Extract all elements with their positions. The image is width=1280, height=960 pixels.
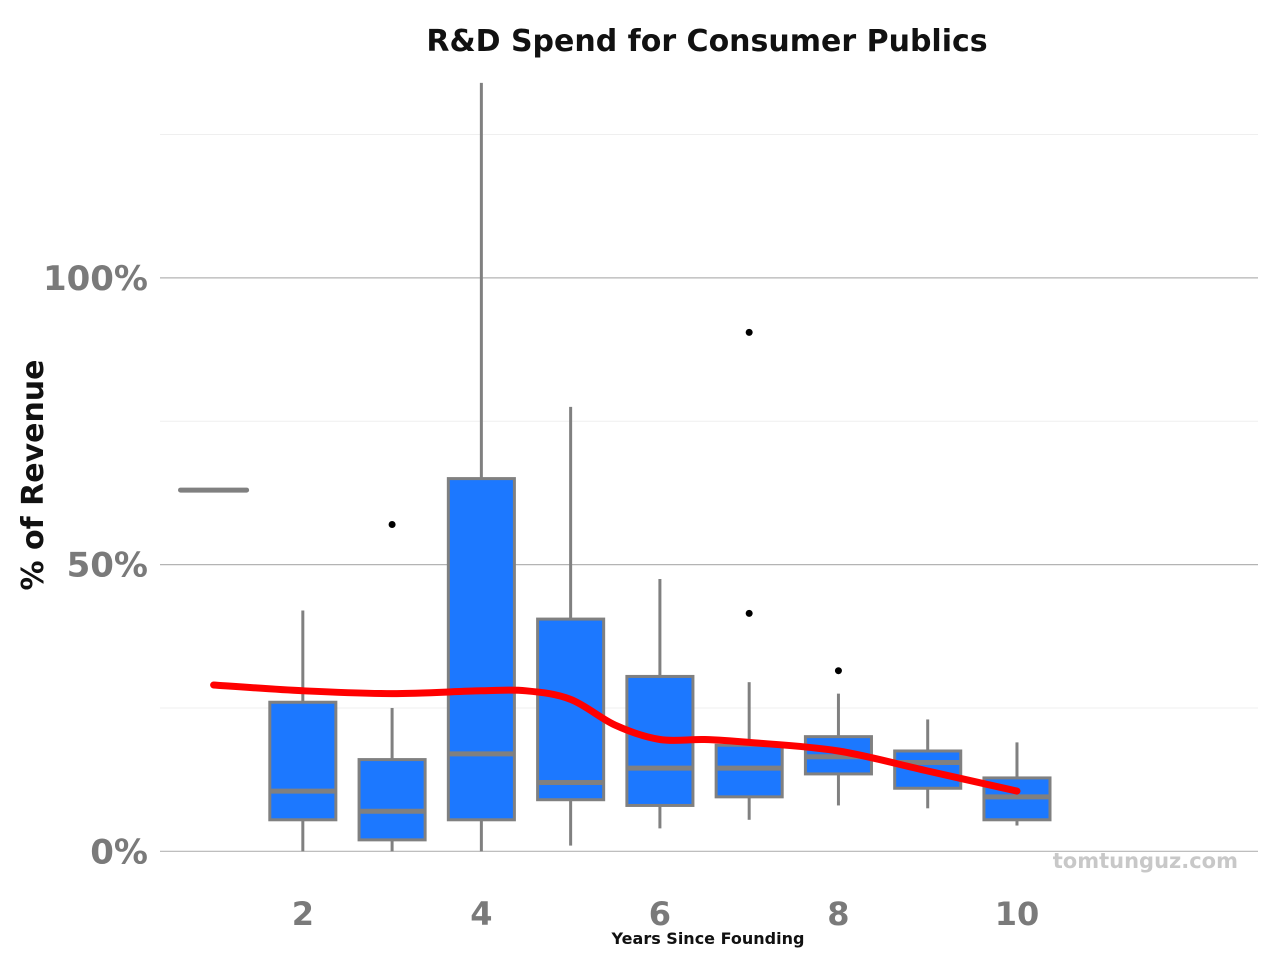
tick-layer: 0% 50% 100% 2 4 6 8 10 (43, 259, 1039, 933)
box-2 (268, 610, 338, 852)
trend-line (210, 681, 1021, 795)
trend-layer (210, 681, 1021, 795)
y-tick-label: 0% (90, 832, 148, 872)
x-tick-label: 8 (827, 895, 849, 933)
chart-title: R&D Spend for Consumer Publics (426, 24, 987, 59)
x-tick-label: 6 (649, 895, 671, 933)
outlier-point (388, 520, 396, 528)
grid-layer (160, 134, 1258, 852)
box-8 (803, 667, 873, 806)
box-body (357, 758, 427, 842)
box-5 (536, 406, 606, 846)
y-tick-label: 50% (67, 546, 148, 586)
box-3 (357, 520, 427, 852)
outlier-point (834, 667, 842, 675)
box-6 (625, 578, 695, 829)
x-axis-label: Years Since Founding (611, 929, 805, 948)
outlier-point (745, 328, 753, 336)
watermark: tomtunguz.com (1053, 849, 1238, 873)
x-tick-label: 10 (995, 895, 1040, 933)
y-axis-label: % of Revenue (16, 359, 51, 590)
box-4 (446, 82, 516, 852)
box-body (268, 700, 338, 822)
x-tick-label: 2 (292, 895, 314, 933)
x-tick-label: 4 (470, 895, 492, 933)
box-body (714, 743, 784, 799)
box-layer (178, 82, 1052, 852)
outlier-point (745, 609, 753, 617)
y-tick-label: 100% (43, 259, 148, 299)
box-body (446, 477, 516, 822)
